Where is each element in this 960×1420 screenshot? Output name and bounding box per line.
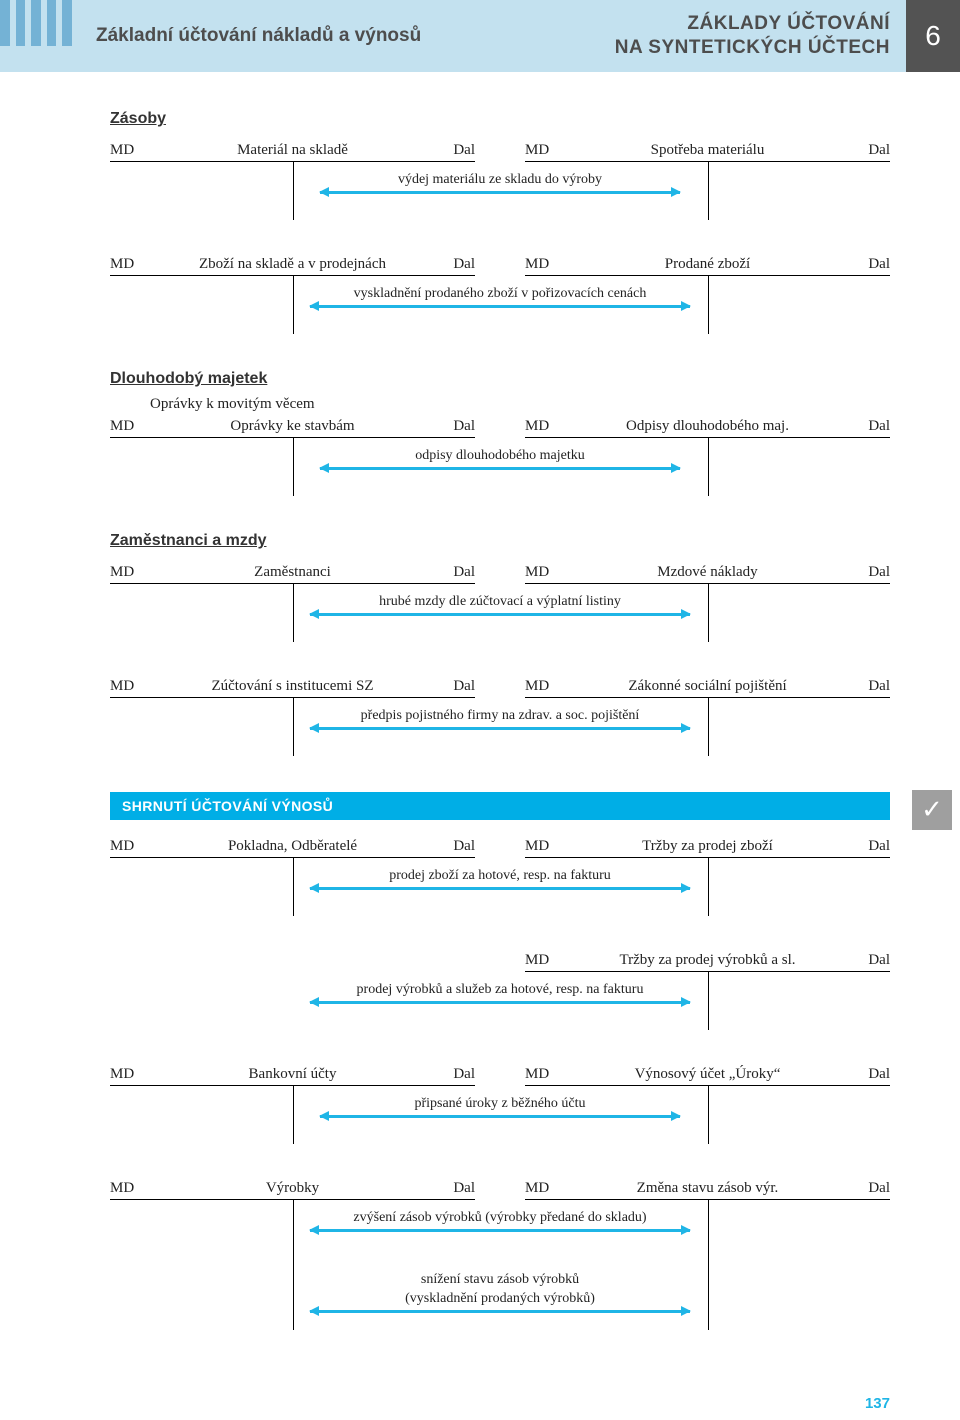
md-label: MD bbox=[110, 564, 152, 581]
chapter-number: 6 bbox=[906, 0, 960, 72]
check-icon: ✓ bbox=[912, 790, 952, 830]
tacct-title: Zákonné sociální pojištění bbox=[567, 678, 848, 695]
md-label: MD bbox=[110, 678, 152, 695]
tacct-title: Zúčtování s institucemi SZ bbox=[152, 678, 433, 695]
tacct-title: Výnosový účet „Úroky“ bbox=[567, 1066, 848, 1083]
md-label: MD bbox=[525, 256, 567, 273]
md-label: MD bbox=[525, 678, 567, 695]
dal-label: Dal bbox=[433, 256, 475, 273]
transfer-p4: hrubé mzdy dle zúčtovací a výplatní list… bbox=[310, 594, 690, 616]
header-right-line1: ZÁKLADY ÚČTOVÁNÍ bbox=[615, 12, 890, 36]
tpair-opravky: Oprávky k movitým věcem MD Oprávky ke st… bbox=[110, 418, 890, 496]
transfer-p9b: snížení stavu zásob výrobků (vyskladnění… bbox=[310, 1272, 690, 1313]
dal-label: Dal bbox=[848, 418, 890, 435]
tpair-zamestnanci: MD Zaměstnanci Dal MD Mzdové náklady Dal… bbox=[110, 564, 890, 642]
md-label: MD bbox=[525, 1180, 567, 1197]
dal-label: Dal bbox=[848, 838, 890, 855]
tpair-banka: MD Bankovní účty Dal MD Výnosový účet „Ú… bbox=[110, 1066, 890, 1144]
tacct-title: Spotřeba materiálu bbox=[567, 142, 848, 159]
tacct-title: Zaměstnanci bbox=[152, 564, 433, 581]
transfer-p5: předpis pojistného firmy na zdrav. a soc… bbox=[310, 708, 690, 730]
transfer-label: výdej materiálu ze skladu do výroby bbox=[320, 172, 680, 188]
md-label: MD bbox=[110, 418, 152, 435]
transfer-label: vyskladnění prodaného zboží v pořizovací… bbox=[310, 286, 690, 302]
md-label: MD bbox=[525, 952, 567, 969]
dal-label: Dal bbox=[848, 1066, 890, 1083]
transfer-p6: prodej zboží za hotové, resp. na fakturu bbox=[310, 868, 690, 890]
dal-label: Dal bbox=[848, 142, 890, 159]
tpair-trzby-vyrobky: x MD Tržby za prodej výrobků a sl. Dal p… bbox=[110, 952, 890, 1030]
transfer-p7: prodej výrobků a služeb za hotové, resp.… bbox=[310, 982, 690, 1004]
header-title-left: Základní účtování nákladů a výnosů bbox=[96, 25, 421, 47]
tpair-pokladna: MD Pokladna, Odběratelé Dal MD Tržby za … bbox=[110, 838, 890, 916]
tacct-title: Materiál na skladě bbox=[152, 142, 433, 159]
dal-label: Dal bbox=[433, 678, 475, 695]
md-label: MD bbox=[525, 142, 567, 159]
tacct-title: Zboží na skladě a v prodejnách bbox=[152, 256, 433, 273]
md-label: MD bbox=[525, 838, 567, 855]
transfer-label: prodej výrobků a služeb za hotové, resp.… bbox=[310, 982, 690, 998]
section-zamestnanci: Zaměstnanci a mzdy bbox=[110, 532, 890, 550]
tacct-title: Změna stavu zásob výr. bbox=[567, 1180, 848, 1197]
tacct-title: Tržby za prodej zboží bbox=[567, 838, 848, 855]
md-label: MD bbox=[525, 418, 567, 435]
dal-label: Dal bbox=[848, 1180, 890, 1197]
tpair-material: MD Materiál na skladě Dal MD Spotřeba ma… bbox=[110, 142, 890, 220]
super-label-opravky: Oprávky k movitým věcem bbox=[150, 396, 315, 413]
transfer-label: odpisy dlouhodobého majetku bbox=[320, 448, 680, 464]
transfer-label: připsané úroky z běžného účtu bbox=[320, 1096, 680, 1112]
dal-label: Dal bbox=[433, 564, 475, 581]
dal-label: Dal bbox=[848, 256, 890, 273]
page-body: Zásoby MD Materiál na skladě Dal MD Spot… bbox=[0, 72, 960, 1420]
dal-label: Dal bbox=[433, 418, 475, 435]
md-label: MD bbox=[110, 1066, 152, 1083]
page-number: 137 bbox=[865, 1395, 890, 1412]
dal-label: Dal bbox=[433, 142, 475, 159]
tpair-sz: MD Zúčtování s institucemi SZ Dal MD Zák… bbox=[110, 678, 890, 756]
dal-label: Dal bbox=[433, 1066, 475, 1083]
tacct-title: Prodané zboží bbox=[567, 256, 848, 273]
transfer-p9a: zvýšení zásob výrobků (výrobky předané d… bbox=[310, 1210, 690, 1232]
header-stripes bbox=[0, 0, 82, 72]
tacct-title: Bankovní účty bbox=[152, 1066, 433, 1083]
tacct-title: Oprávky ke stavbám bbox=[152, 418, 433, 435]
transfer-label: předpis pojistného firmy na zdrav. a soc… bbox=[310, 708, 690, 724]
tpair-zbozi: MD Zboží na skladě a v prodejnách Dal MD… bbox=[110, 256, 890, 334]
dal-label: Dal bbox=[433, 838, 475, 855]
transfer-label: zvýšení zásob výrobků (výrobky předané d… bbox=[310, 1210, 690, 1226]
md-label: MD bbox=[525, 1066, 567, 1083]
transfer-p2: vyskladnění prodaného zboží v pořizovací… bbox=[310, 286, 690, 308]
tacct-title: Tržby za prodej výrobků a sl. bbox=[567, 952, 848, 969]
section-zasoby: Zásoby bbox=[110, 110, 890, 128]
tacct-title: Mzdové náklady bbox=[567, 564, 848, 581]
tacct-title: Výrobky bbox=[152, 1180, 433, 1197]
dal-label: Dal bbox=[848, 564, 890, 581]
md-label: MD bbox=[110, 838, 152, 855]
page-header: Základní účtování nákladů a výnosů ZÁKLA… bbox=[0, 0, 960, 72]
md-label: MD bbox=[110, 142, 152, 159]
dal-label: Dal bbox=[848, 952, 890, 969]
transfer-label-line2: (vyskladnění prodaných výrobků) bbox=[310, 1291, 690, 1307]
transfer-label: hrubé mzdy dle zúčtovací a výplatní list… bbox=[310, 594, 690, 610]
section-dlouhodoby: Dlouhodobý majetek bbox=[110, 370, 890, 388]
banner-row: SHRNUTÍ ÚČTOVÁNÍ VÝNOSŮ ✓ bbox=[110, 792, 890, 820]
md-label: MD bbox=[525, 564, 567, 581]
md-label: MD bbox=[110, 256, 152, 273]
summary-banner: SHRNUTÍ ÚČTOVÁNÍ VÝNOSŮ bbox=[110, 792, 890, 820]
header-right-line2: NA SYNTETICKÝCH ÚČTECH bbox=[615, 36, 890, 60]
transfer-label: prodej zboží za hotové, resp. na fakturu bbox=[310, 868, 690, 884]
dal-label: Dal bbox=[848, 678, 890, 695]
tacct-title: Pokladna, Odběratelé bbox=[152, 838, 433, 855]
md-label: MD bbox=[110, 1180, 152, 1197]
dal-label: Dal bbox=[433, 1180, 475, 1197]
header-title-right: ZÁKLADY ÚČTOVÁNÍ NA SYNTETICKÝCH ÚČTECH bbox=[615, 12, 890, 60]
tpair-vyrobky: MD Výrobky Dal MD Změna stavu zásob výr.… bbox=[110, 1180, 890, 1330]
tacct-title: Odpisy dlouhodobého maj. bbox=[567, 418, 848, 435]
transfer-p8: připsané úroky z běžného účtu bbox=[320, 1096, 680, 1118]
transfer-p3: odpisy dlouhodobého majetku bbox=[320, 448, 680, 470]
transfer-p1: výdej materiálu ze skladu do výroby bbox=[320, 172, 680, 194]
transfer-label-line1: snížení stavu zásob výrobků bbox=[310, 1272, 690, 1288]
